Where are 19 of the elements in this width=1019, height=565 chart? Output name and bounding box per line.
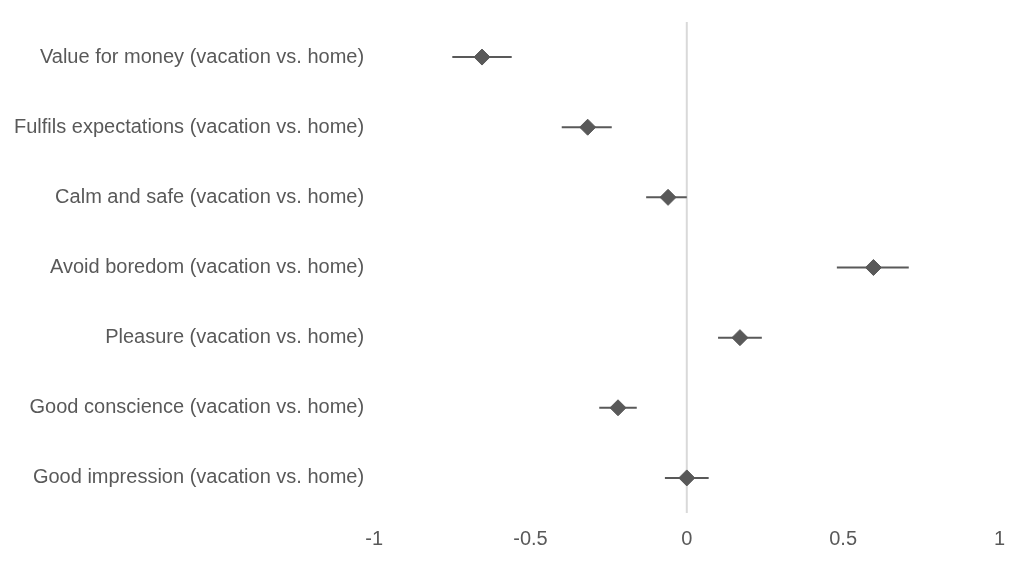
point [678,469,696,487]
point [579,118,597,136]
point [731,329,749,347]
y-tick-label: Calm and safe (vacation vs. home) [55,184,365,207]
y-tick-label: Good impression (vacation vs. home) [32,465,365,488]
x-tick-label: 1 [993,526,1005,549]
y-tick-label: Value for money (vacation vs. home) [39,44,365,67]
x-tick-label: 0 [681,526,693,549]
point [659,188,677,206]
y-tick-label: Avoid boredom (vacation vs. home) [49,255,365,278]
x-tick-label: -0.5 [513,526,548,549]
point [609,399,627,417]
point [473,48,491,66]
point [864,259,882,276]
y-tick-label: Fulfils expectations (vacation vs. home) [13,114,365,137]
y-tick-label: Pleasure (vacation vs. home) [105,325,365,348]
x-tick-label: -1 [365,526,384,549]
x-tick-label: 0.5 [829,526,858,549]
y-tick-label: Good conscience (vacation vs. home) [29,395,365,418]
